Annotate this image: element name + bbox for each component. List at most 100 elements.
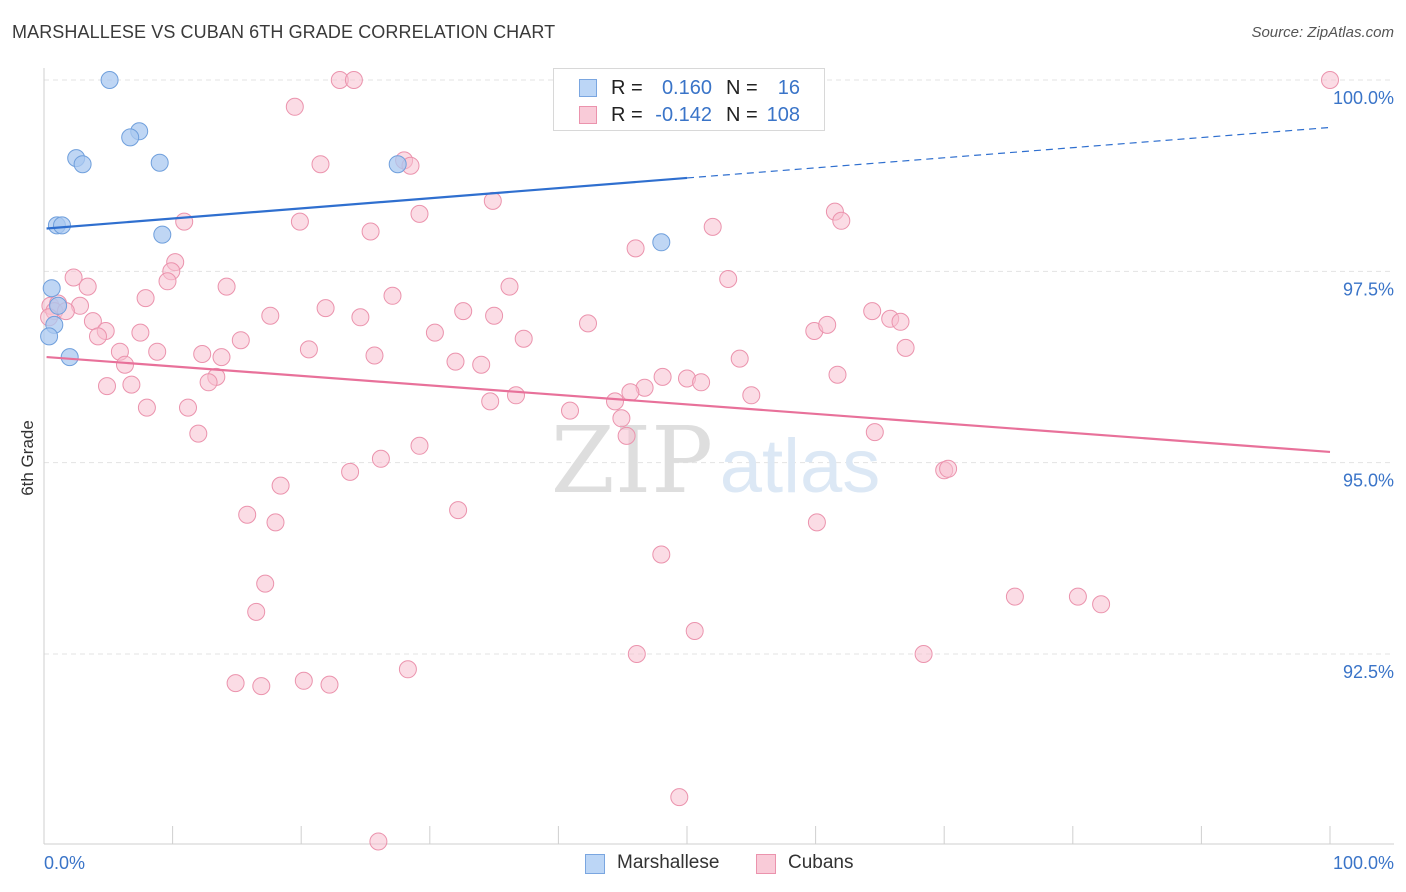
point-marshallese <box>153 225 172 244</box>
point-cubans <box>621 383 640 402</box>
watermark-atlas: atlas <box>720 424 881 509</box>
point-cubans <box>730 349 749 368</box>
point-cubans <box>896 338 915 357</box>
point-cubans <box>122 375 141 394</box>
trend-lines <box>46 126 1331 454</box>
point-cubans <box>865 423 884 442</box>
point-cubans <box>64 268 83 287</box>
point-cubans <box>481 392 500 411</box>
point-marshallese <box>388 155 407 174</box>
y-axis-label: 6th Grade <box>18 420 37 496</box>
point-cubans <box>818 315 837 334</box>
point-marshallese <box>53 216 71 235</box>
point-cubans <box>252 677 271 696</box>
legend-n-value: 16 <box>777 77 800 99</box>
y-tick-label: 97.5% <box>1343 279 1394 299</box>
point-cubans <box>383 286 402 305</box>
point-cubans <box>1068 587 1087 606</box>
point-cubans <box>369 832 388 851</box>
point-cubans <box>891 312 910 331</box>
point-cubans <box>341 462 360 481</box>
point-cubans <box>500 277 519 296</box>
point-cubans <box>653 367 672 386</box>
legend-label-cubans: Cubans <box>788 852 854 873</box>
point-cubans <box>285 97 304 116</box>
legend-n-label: N = <box>726 77 758 99</box>
point-cubans <box>247 602 266 621</box>
point-cubans <box>742 386 761 405</box>
point-cubans <box>719 270 738 288</box>
point-cubans <box>485 306 504 325</box>
data-points <box>40 71 1339 851</box>
point-cubans <box>137 398 156 417</box>
point-cubans <box>627 645 646 663</box>
x-tick-label-right: 100.0% <box>1333 853 1394 873</box>
legend-swatch-marshallese <box>585 854 605 874</box>
point-cubans <box>344 71 363 89</box>
point-cubans <box>1005 587 1024 606</box>
legend-label-marshallese: Marshallese <box>617 852 720 873</box>
point-cubans <box>472 355 491 374</box>
legend-swatch-cubans <box>579 106 597 124</box>
point-marshallese <box>60 348 79 367</box>
point-cubans <box>131 323 150 342</box>
point-cubans <box>914 645 933 663</box>
legend-row-marshallese: R = 0.160 N = 16 <box>554 75 824 101</box>
point-cubans <box>271 476 290 495</box>
point-cubans <box>612 409 631 428</box>
point-cubans <box>514 329 533 348</box>
point-cubans <box>561 401 579 420</box>
point-cubans <box>98 377 116 396</box>
point-cubans <box>579 314 597 333</box>
point-cubans <box>807 513 826 532</box>
legend-n-value: 108 <box>766 104 800 126</box>
legend-r-label: R = <box>611 77 643 99</box>
point-cubans <box>1321 71 1339 89</box>
point-cubans <box>507 386 525 405</box>
gridlines <box>44 79 1394 655</box>
point-cubans <box>89 327 107 346</box>
point-cubans <box>617 426 636 445</box>
point-cubans <box>670 788 689 807</box>
point-marshallese <box>42 279 61 298</box>
point-cubans <box>425 323 444 342</box>
point-cubans <box>158 272 177 291</box>
legend-swatch-marshallese <box>579 79 597 97</box>
series-legend: Marshallese Cubans <box>0 852 1406 878</box>
point-cubans <box>179 398 197 417</box>
point-cubans <box>311 155 330 174</box>
point-cubans <box>828 365 847 384</box>
x-tick-label-left: 0.0% <box>44 853 85 873</box>
watermark-zip: ZIP <box>551 407 713 514</box>
point-cubans <box>1092 595 1111 614</box>
point-cubans <box>351 308 370 327</box>
point-cubans <box>266 513 285 532</box>
legend-r-label: R = <box>611 104 643 126</box>
point-cubans <box>116 355 134 374</box>
point-cubans <box>606 392 624 411</box>
stats-legend: R = 0.160 N = 16 R = -0.142 N = 108 <box>553 68 825 131</box>
point-cubans <box>398 660 417 679</box>
y-tick-label: 92.5% <box>1343 662 1394 682</box>
point-cubans <box>175 212 194 231</box>
trend-line-cubans <box>46 355 1331 454</box>
point-cubans <box>294 671 313 690</box>
point-marshallese <box>100 71 119 89</box>
source-label: Source: ZipAtlas.com <box>1251 24 1394 41</box>
point-cubans <box>449 501 468 520</box>
point-cubans <box>320 675 339 694</box>
trend-line-marshallese <box>46 176 688 230</box>
point-cubans <box>832 211 851 230</box>
point-cubans <box>189 424 208 443</box>
y-tick-label: 100.0% <box>1333 88 1394 108</box>
legend-n-label: N = <box>726 104 758 126</box>
legend-row-cubans: R = -0.142 N = 108 <box>554 102 824 128</box>
point-cubans <box>361 222 380 241</box>
point-cubans <box>446 352 465 371</box>
trend-line-marshallese-extension <box>686 126 1331 179</box>
point-cubans <box>652 545 671 564</box>
point-cubans <box>410 204 429 223</box>
legend-swatch-cubans <box>756 854 776 874</box>
point-cubans <box>316 299 335 318</box>
